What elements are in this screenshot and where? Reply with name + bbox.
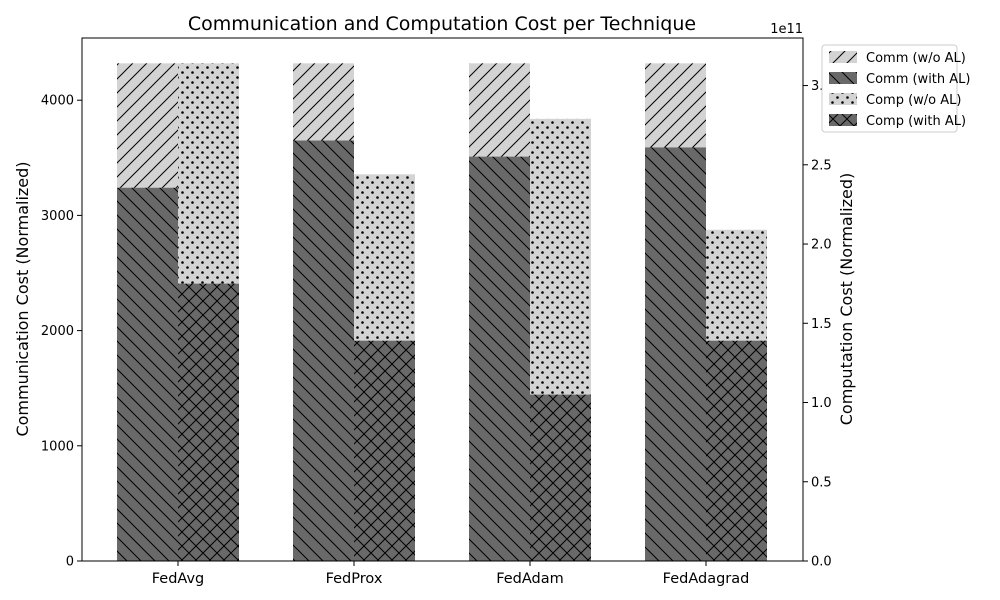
legend-label-comp-with-al: Comp (with AL) [866,114,966,129]
legend-label-comp-w-o-al: Comp (w/o AL) [866,93,961,108]
right-axis-tick-label: 2.5 [811,158,832,173]
left-axis-tick-label: 2000 [41,324,74,339]
legend-swatch-comp-with-al [829,114,857,126]
legend-swatch-comp-w-o-al [829,93,857,105]
left-axis-tick-label: 4000 [41,94,74,109]
plot-frame [81,37,804,562]
left-axis-tick-label: 1000 [41,439,74,454]
right-axis-tick-label: 0.0 [811,555,832,570]
bar-comp-with-al-fedadagrad [706,340,767,561]
legend-frame [821,44,958,133]
right-axis-ticks: 0.00.51.01.52.02.53.0 [803,79,832,570]
bar-comp-with-al-fedadam [530,394,591,561]
right-axis-offset-text: 1e11 [770,22,803,37]
bar-comp-with-al-fedavg [178,283,239,561]
bar-comm-with-al-fedavg [117,187,178,562]
left-axis-ticks: 0 1000 2000 3000 4000 [41,94,82,570]
left-axis-tick-label: 0 [66,555,74,570]
x-axis-category-label: FedAdam [496,571,564,587]
legend: Comm (w/o AL) Comm (with AL) Comp (w/o AL)… [821,44,970,133]
bar-comm-with-al-fedprox [293,140,354,561]
left-axis-tick-label: 3000 [41,209,74,224]
right-axis-tick-label: 1.0 [811,396,832,411]
bars-layer [117,63,767,562]
right-axis-tick-label: 2.0 [811,238,832,253]
legend-label-comm-w-o-al: Comm (w/o AL) [866,51,966,66]
legend-swatch-comm-w-o-al [829,51,857,63]
x-axis-category-label: FedAdagrad [663,571,750,587]
right-axis-tick-label: 0.5 [811,475,832,490]
chart-title: Communication and Computation Cost per T… [188,13,696,35]
x-axis-category-label: FedProx [326,571,383,587]
right-axis-title: Computation Cost (Normalized) [837,173,856,426]
legend-swatch-comm-with-al [829,72,857,84]
bar-comm-with-al-fedadagrad [645,147,706,561]
legend-label-comm-with-al: Comm (with AL) [866,72,970,87]
right-axis-tick-label: 1.5 [811,317,832,332]
x-axis-ticks: FedAvg FedProx FedAdam FedAdagrad [152,561,750,587]
bar-comm-with-al-fedadam [469,156,530,562]
bar-comp-with-al-fedprox [354,340,415,561]
left-axis-title: Communication Cost (Normalized) [13,161,32,436]
x-axis-category-label: FedAvg [152,571,205,587]
